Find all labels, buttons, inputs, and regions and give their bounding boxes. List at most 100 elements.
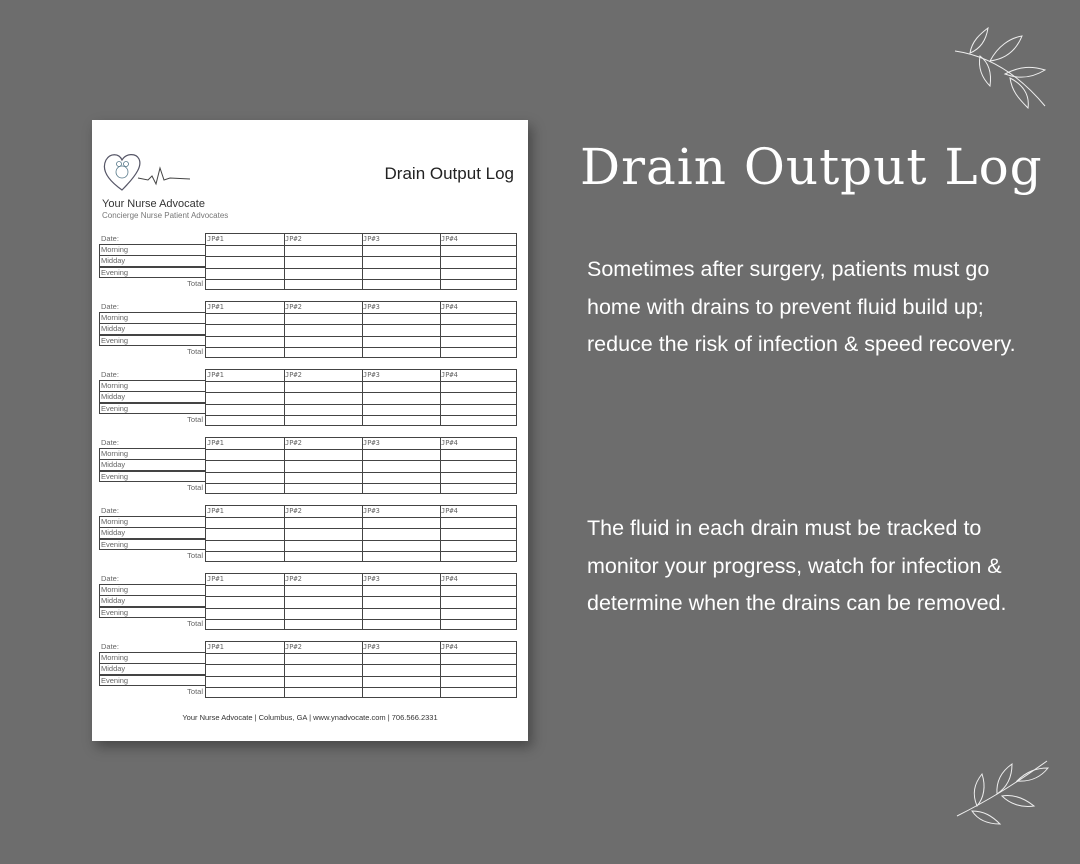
row-divider (206, 415, 516, 416)
column-divider (440, 302, 441, 357)
drain-column-header: JP#1 (207, 507, 224, 515)
row-label: Evening (99, 674, 205, 686)
row-divider (206, 403, 516, 405)
drain-column-header: JP#3 (363, 235, 380, 243)
row-divider (206, 483, 516, 484)
drain-grid[interactable]: JP#1 JP#2 JP#3 JP#4 (205, 505, 517, 562)
row-label: Midday (99, 595, 205, 607)
org-tagline: Concierge Nurse Patient Advocates (102, 211, 229, 220)
drain-column-header: JP#4 (441, 303, 458, 311)
row-divider (206, 517, 516, 518)
drain-column-header: JP#2 (285, 643, 302, 651)
row-label: Midday (99, 255, 205, 267)
row-label: Morning (99, 652, 205, 664)
column-divider (284, 234, 285, 289)
drain-column-header: JP#3 (363, 371, 380, 379)
drain-column-header: JP#1 (207, 371, 224, 379)
leaf-branch-icon (954, 26, 1047, 110)
row-divider (206, 347, 516, 348)
log-table-block: Date: Morning Midday Evening Total JP#1 JP#2 JP… (99, 369, 517, 426)
row-divider (206, 381, 516, 382)
drain-column-header: JP#4 (441, 439, 458, 447)
row-label: Evening (99, 334, 205, 346)
leaf-branch-icon (956, 760, 1050, 825)
drain-log-sheet: Drain Output Log Your Nurse Advocate Con… (92, 120, 528, 741)
total-label: Total (187, 619, 203, 628)
drain-column-header: JP#2 (285, 575, 302, 583)
row-label: Evening (99, 606, 205, 618)
row-divider (206, 551, 516, 552)
date-label: Date: (101, 302, 119, 311)
row-divider (206, 267, 516, 269)
row-divider (206, 539, 516, 541)
drain-grid[interactable]: JP#1 JP#2 JP#3 JP#4 (205, 437, 517, 494)
date-label: Date: (101, 370, 119, 379)
column-divider (284, 438, 285, 493)
org-name: Your Nurse Advocate (102, 198, 205, 210)
drain-grid[interactable]: JP#1 JP#2 JP#3 JP#4 (205, 641, 517, 698)
row-label: Morning (99, 448, 205, 460)
total-label: Total (187, 687, 203, 696)
drain-grid[interactable]: JP#1 JP#2 JP#3 JP#4 (205, 573, 517, 630)
total-label: Total (187, 483, 203, 492)
column-divider (440, 574, 441, 629)
drain-column-header: JP#1 (207, 439, 224, 447)
drain-column-header: JP#4 (441, 235, 458, 243)
row-divider (206, 392, 516, 393)
row-label: Morning (99, 516, 205, 528)
drain-column-header: JP#4 (441, 575, 458, 583)
row-label: Morning (99, 380, 205, 392)
date-label: Date: (101, 574, 119, 583)
log-table-block: Date: Morning Midday Evening Total JP#1 JP#2 JP… (99, 233, 517, 290)
row-label: Morning (99, 584, 205, 596)
row-label: Midday (99, 527, 205, 539)
drain-column-header: JP#4 (441, 643, 458, 651)
row-divider (206, 313, 516, 314)
drain-column-header: JP#1 (207, 235, 224, 243)
total-label: Total (187, 415, 203, 424)
row-divider (206, 585, 516, 586)
column-divider (284, 642, 285, 697)
drain-column-header: JP#1 (207, 643, 224, 651)
drain-column-header: JP#4 (441, 507, 458, 515)
row-divider (206, 471, 516, 473)
drain-column-header: JP#3 (363, 507, 380, 515)
row-label: Evening (99, 266, 205, 278)
column-divider (362, 234, 363, 289)
drain-column-header: JP#3 (363, 575, 380, 583)
description-paragraph: The fluid in each drain must be tracked … (587, 516, 1007, 615)
row-label: Midday (99, 459, 205, 471)
column-divider (440, 506, 441, 561)
drain-column-header: JP#2 (285, 371, 302, 379)
row-label: Morning (99, 244, 205, 256)
row-divider (206, 245, 516, 246)
date-label: Date: (101, 642, 119, 651)
column-divider (440, 234, 441, 289)
column-divider (362, 370, 363, 425)
row-divider (206, 653, 516, 654)
column-divider (440, 438, 441, 493)
date-label: Date: (101, 438, 119, 447)
drain-column-header: JP#3 (363, 643, 380, 651)
log-table-block: Date: Morning Midday Evening Total JP#1 JP#2 JP… (99, 505, 517, 562)
row-divider (206, 675, 516, 677)
column-divider (362, 506, 363, 561)
drain-column-header: JP#2 (285, 439, 302, 447)
total-label: Total (187, 347, 203, 356)
date-label: Date: (101, 234, 119, 243)
row-label: Evening (99, 538, 205, 550)
description-paragraph: Sometimes after surgery, patients must g… (587, 257, 1016, 356)
heading: Drain Output Log (580, 138, 1043, 196)
row-label: Midday (99, 323, 205, 335)
row-divider (206, 335, 516, 337)
total-label: Total (187, 551, 203, 560)
drain-column-header: JP#2 (285, 303, 302, 311)
drain-grid[interactable]: JP#1 JP#2 JP#3 JP#4 (205, 369, 517, 426)
row-divider (206, 664, 516, 665)
drain-grid[interactable]: JP#1 JP#2 JP#3 JP#4 (205, 233, 517, 290)
row-label: Midday (99, 391, 205, 403)
drain-grid[interactable]: JP#1 JP#2 JP#3 JP#4 (205, 301, 517, 358)
drain-column-header: JP#1 (207, 575, 224, 583)
drain-column-header: JP#2 (285, 507, 302, 515)
column-divider (362, 438, 363, 493)
